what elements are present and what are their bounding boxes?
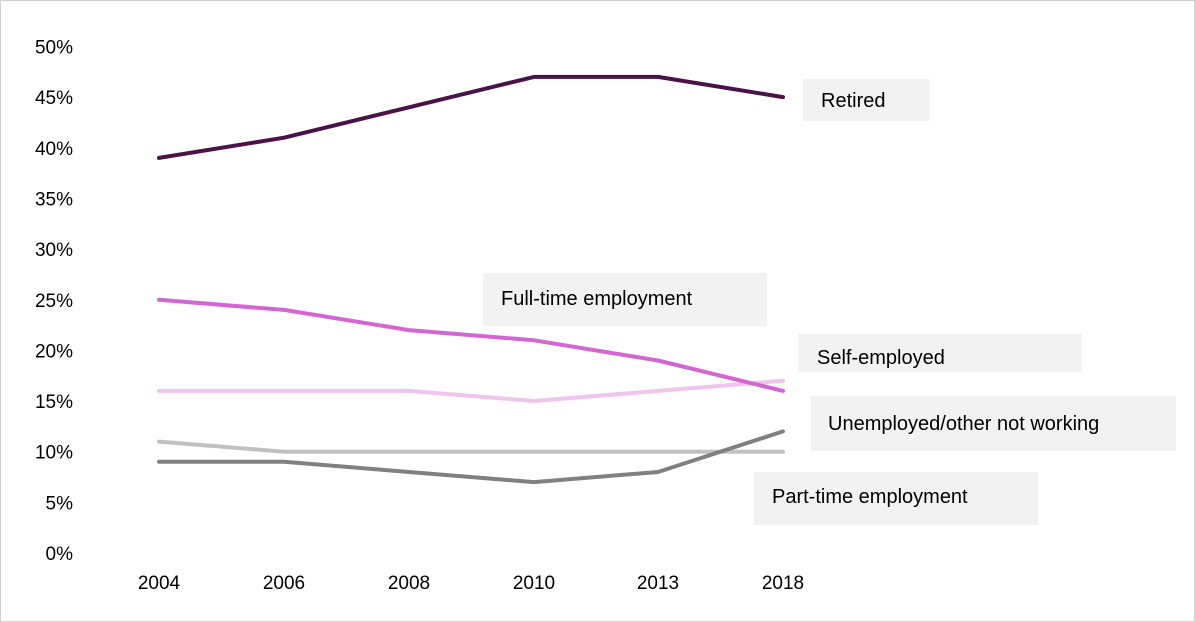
label-background xyxy=(798,334,1082,372)
series-line xyxy=(157,74,785,160)
x-tick-label: 2018 xyxy=(762,573,804,594)
y-tick-label: 15% xyxy=(35,392,73,413)
series-lines xyxy=(157,74,785,485)
series-line xyxy=(157,378,785,403)
x-tick-label: 2006 xyxy=(263,573,305,594)
series-label-box: Self-employed xyxy=(798,334,1082,372)
y-tick-label: 5% xyxy=(46,493,74,514)
x-tick-label: 2013 xyxy=(637,573,679,594)
series-label: Unemployed/other not working xyxy=(828,413,1099,435)
y-tick-label: 0% xyxy=(46,544,74,565)
series-label-box: Full-time employment xyxy=(483,273,767,326)
series-label: Retired xyxy=(821,90,885,112)
series-label-box: Retired xyxy=(803,79,930,121)
label-background xyxy=(483,273,767,326)
y-axis: 0% 5% 10% 15% 20% 25% 30% 35% 40% 45% 50% xyxy=(35,38,73,566)
y-tick-label: 40% xyxy=(35,139,73,160)
label-background xyxy=(803,79,930,121)
y-tick-label: 45% xyxy=(35,88,73,109)
x-tick-label: 2010 xyxy=(513,573,555,594)
series-label-box: Part-time employment xyxy=(754,472,1038,525)
x-tick-label: 2008 xyxy=(388,573,430,594)
y-tick-label: 50% xyxy=(35,38,73,59)
series-line xyxy=(157,297,785,393)
series-label: Self-employed xyxy=(817,347,945,369)
series-label: Part-time employment xyxy=(772,486,968,508)
series-label-box: Unemployed/other not working xyxy=(811,396,1176,451)
x-axis: 2004 2006 2008 2010 2013 2018 xyxy=(138,573,804,594)
series-labels: Retired Full-time employment Self-employed… xyxy=(483,79,1176,525)
label-background xyxy=(754,472,1038,525)
y-tick-label: 35% xyxy=(35,189,73,210)
y-tick-label: 30% xyxy=(35,240,73,261)
series-line xyxy=(157,429,785,485)
label-background xyxy=(811,396,1176,451)
y-tick-label: 10% xyxy=(35,443,73,464)
y-tick-label: 25% xyxy=(35,291,73,312)
y-tick-label: 20% xyxy=(35,341,73,362)
x-tick-label: 2004 xyxy=(138,573,181,594)
series-label: Full-time employment xyxy=(501,288,693,310)
series-line xyxy=(157,439,785,454)
